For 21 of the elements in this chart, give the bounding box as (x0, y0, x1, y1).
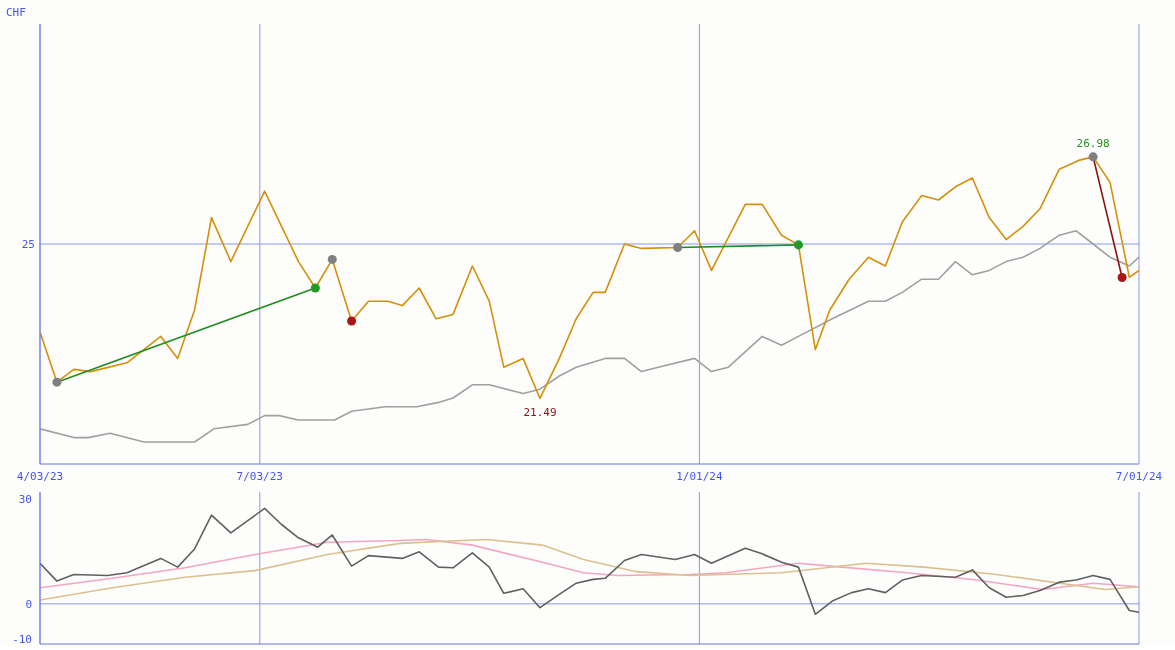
ref-line-label: 25 (21, 237, 35, 251)
data-label: 21.49 (523, 406, 557, 420)
y-tick-label: 0 (25, 597, 32, 611)
y-axis-title: CHF (6, 6, 26, 19)
y-tick-label: -10 (12, 632, 32, 646)
x-tick-label: 1/01/24 (676, 469, 723, 483)
x-tick-label: 4/03/23 (16, 469, 64, 483)
x-tick-label: 7/01/24 (1115, 469, 1163, 483)
line-series (40, 538, 1139, 601)
data-label: 26.98 (1076, 136, 1110, 150)
point (1117, 272, 1127, 282)
y-tick-label: 30 (18, 492, 32, 506)
point (793, 240, 803, 250)
point (52, 377, 62, 387)
point (347, 316, 357, 326)
line-series (40, 507, 1139, 616)
point (673, 243, 683, 253)
point (327, 254, 337, 264)
x-tick-label: 7/03/23 (236, 469, 283, 483)
point (310, 283, 320, 293)
point (1088, 152, 1098, 162)
